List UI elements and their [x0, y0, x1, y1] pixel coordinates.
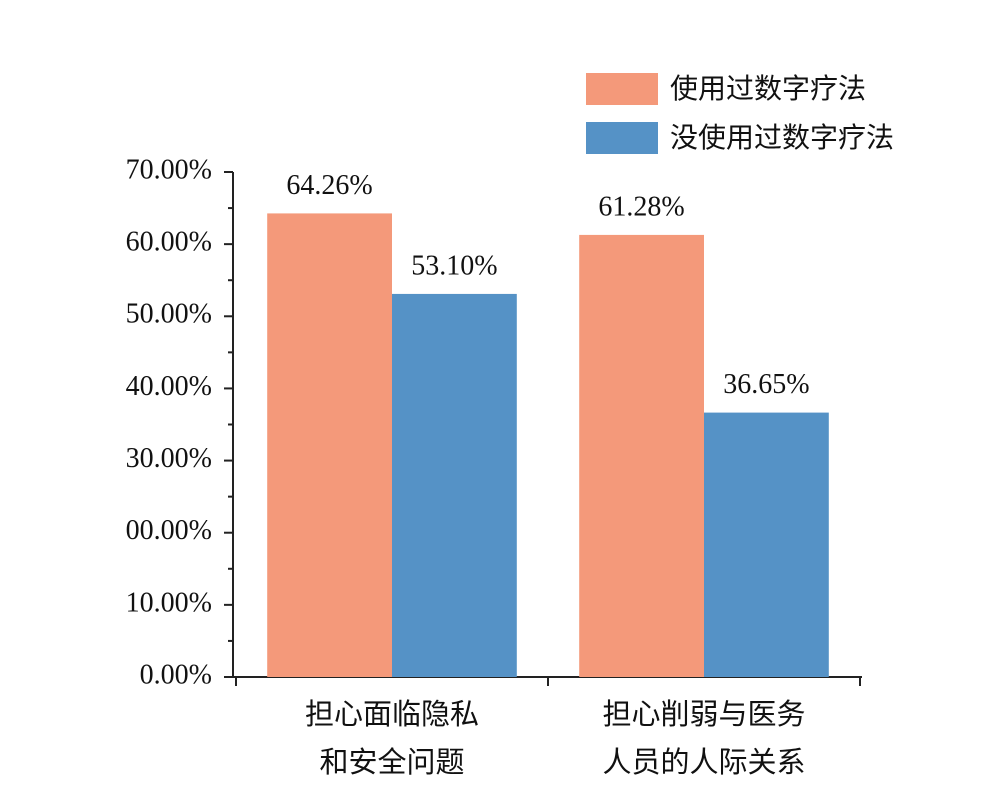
data-label: 64.26%: [286, 170, 372, 201]
data-label: 53.10%: [411, 250, 497, 281]
y-tick-label: 60.00%: [126, 227, 212, 258]
y-tick-label: 50.00%: [126, 299, 212, 330]
legend-label: 使用过数字疗法: [670, 72, 866, 105]
legend-swatch: [586, 73, 658, 105]
bar: [392, 293, 517, 677]
y-tick-label: 70.00%: [126, 154, 212, 185]
x-tick-label: 担心面临隐私 和安全问题: [304, 697, 479, 779]
y-tick-label: 10.00%: [126, 587, 212, 618]
legend-swatch: [586, 122, 658, 154]
x-tick-label: 担心削弱与医务 人员的人际关系: [602, 697, 806, 779]
data-label: 36.65%: [723, 369, 809, 400]
data-label: 61.28%: [598, 191, 684, 222]
bar: [579, 234, 704, 677]
y-tick-label: 30.00%: [126, 443, 212, 474]
y-tick-label: 40.00%: [126, 371, 212, 402]
legend-label: 没使用过数字疗法: [670, 121, 894, 154]
y-tick-label: 0.00%: [140, 659, 212, 690]
bar: [704, 412, 829, 677]
y-tick-label: 00.00%: [126, 515, 212, 546]
bar: [267, 213, 392, 677]
